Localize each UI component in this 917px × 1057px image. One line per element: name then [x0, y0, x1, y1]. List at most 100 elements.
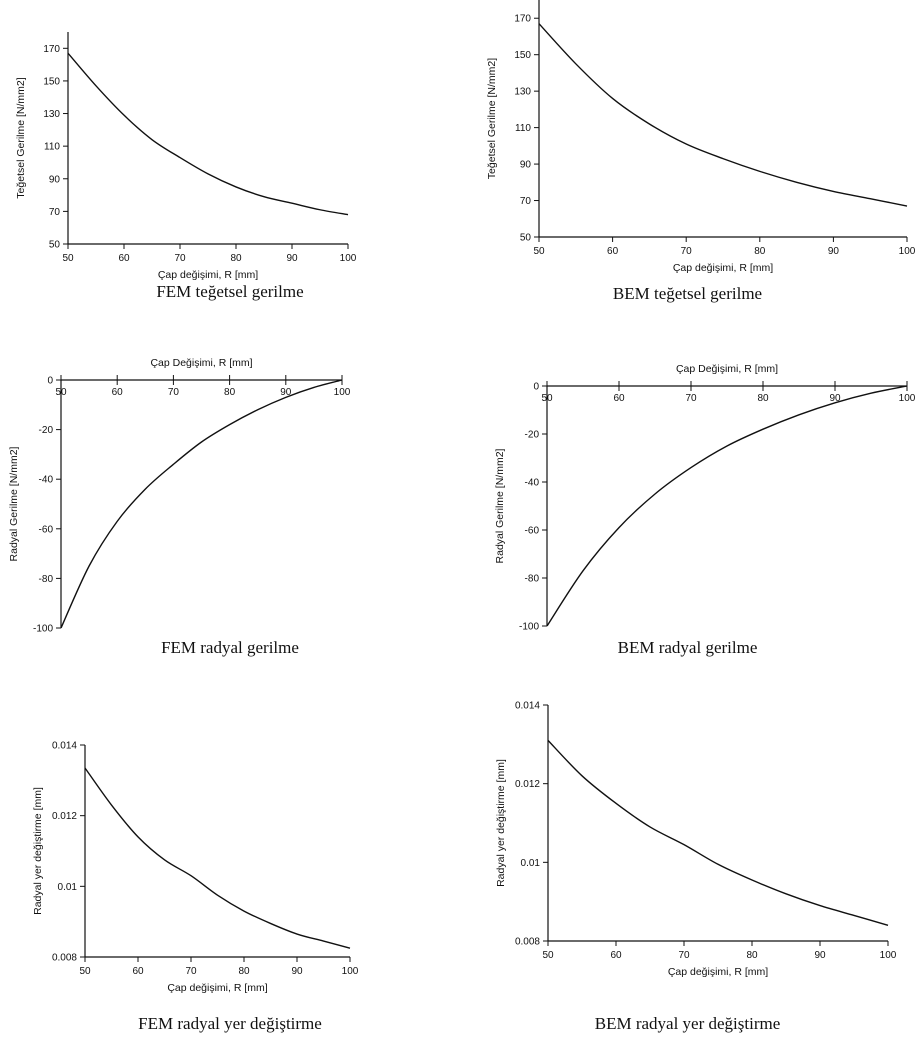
y-tick-label: 90 — [49, 174, 61, 185]
y-tick-label: -80 — [39, 574, 54, 585]
x-tick-label: 80 — [224, 387, 236, 398]
x-tick-label: 80 — [757, 393, 769, 404]
y-tick-label: -60 — [525, 526, 540, 537]
x-tick-label: 80 — [754, 246, 766, 257]
y-tick-label: 50 — [49, 240, 61, 251]
series-line — [84, 767, 351, 949]
x-axis-title: Çap değişimi, R [mm] — [167, 982, 267, 994]
x-tick-label: 90 — [291, 966, 303, 977]
x-tick-label: 70 — [185, 966, 197, 977]
y-axis-title: Radyal yer değiştirme [mm] — [495, 759, 507, 887]
x-tick-label: 60 — [112, 387, 124, 398]
series-line — [60, 379, 343, 629]
chart-caption: BEM radyal gerilme — [617, 638, 758, 657]
x-tick-label: 60 — [607, 246, 619, 257]
series-line — [546, 385, 908, 627]
y-tick-label: 0.012 — [52, 811, 77, 822]
chart-caption: FEM radyal gerilme — [161, 638, 299, 657]
y-tick-label: -100 — [33, 624, 53, 635]
x-axis-title: Çap değişimi, R [mm] — [158, 269, 258, 281]
x-tick-label: 50 — [542, 950, 554, 961]
y-tick-label: -40 — [39, 475, 54, 486]
y-tick-label: -20 — [525, 430, 540, 441]
y-tick-label: 110 — [515, 123, 531, 134]
x-tick-label: 100 — [899, 393, 916, 404]
y-tick-label: 0 — [47, 376, 53, 387]
y-tick-label: -100 — [519, 622, 539, 633]
y-axis-title: Teğetsel Gerilme [N/mm2] — [15, 77, 27, 198]
x-tick-label: 50 — [533, 246, 545, 257]
y-tick-label: 0.008 — [52, 953, 77, 964]
x-tick-label: 50 — [541, 393, 553, 404]
x-tick-label: 50 — [55, 387, 67, 398]
y-tick-label: 0.012 — [515, 779, 540, 790]
x-tick-label: 90 — [828, 246, 840, 257]
y-tick-label: 70 — [520, 196, 532, 207]
chart-caption: FEM radyal yer değiştirme — [138, 1014, 322, 1033]
y-tick-label: 0.014 — [515, 701, 540, 712]
x-tick-label: 60 — [613, 393, 625, 404]
y-tick-label: 90 — [520, 160, 532, 171]
x-tick-label: 100 — [342, 966, 359, 977]
y-tick-label: 130 — [43, 109, 60, 120]
x-tick-label: 60 — [118, 253, 130, 264]
y-axis-title: Teğetsel Gerilme [N/mm2] — [486, 58, 498, 179]
y-tick-label: 130 — [514, 87, 531, 98]
y-tick-label: -40 — [525, 478, 540, 489]
x-tick-label: 80 — [238, 966, 250, 977]
x-tick-label: 100 — [334, 387, 351, 398]
y-tick-label: 170 — [514, 14, 531, 25]
x-tick-label: 60 — [132, 966, 144, 977]
x-tick-label: 90 — [814, 950, 826, 961]
chart-caption: FEM teğetsel gerilme — [156, 282, 304, 301]
y-tick-label: 0.008 — [515, 937, 540, 948]
y-tick-label: 150 — [43, 76, 60, 87]
y-tick-label: 0.01 — [58, 882, 78, 893]
x-tick-label: 90 — [286, 253, 298, 264]
x-tick-label: 90 — [829, 393, 841, 404]
x-tick-label: 50 — [62, 253, 74, 264]
x-axis-title: Çap Değişimi, R [mm] — [150, 357, 252, 369]
y-tick-label: -80 — [525, 574, 540, 585]
y-axis-title: Radyal yer değiştirme [mm] — [32, 787, 44, 915]
y-tick-label: 170 — [43, 44, 60, 55]
chart-caption: BEM radyal yer değiştirme — [594, 1014, 781, 1033]
series-line — [547, 739, 889, 926]
series-line — [67, 52, 349, 216]
x-axis-title: Çap değişimi, R [mm] — [668, 966, 768, 978]
y-tick-label: 150 — [514, 50, 531, 61]
y-tick-label: 110 — [44, 142, 60, 153]
x-tick-label: 70 — [681, 246, 693, 257]
x-tick-label: 50 — [79, 966, 91, 977]
y-tick-label: -60 — [39, 524, 54, 535]
x-tick-label: 70 — [678, 950, 690, 961]
x-tick-label: 70 — [174, 253, 186, 264]
y-tick-label: 0.01 — [521, 858, 541, 869]
y-tick-label: 0 — [533, 382, 539, 393]
x-tick-label: 70 — [685, 393, 697, 404]
x-tick-label: 80 — [230, 253, 242, 264]
y-axis-title: Radyal Gerilme [N/mm2] — [8, 446, 20, 561]
y-tick-label: -20 — [39, 425, 54, 436]
x-tick-label: 100 — [899, 246, 916, 257]
series-line — [538, 23, 908, 207]
x-axis-title: Çap Değişimi, R [mm] — [676, 363, 778, 375]
y-axis-title: Radyal Gerilme [N/mm2] — [494, 448, 506, 563]
y-tick-label: 50 — [520, 233, 532, 244]
x-tick-label: 100 — [880, 950, 897, 961]
chart-caption: BEM teğetsel gerilme — [612, 284, 763, 303]
x-tick-label: 90 — [280, 387, 292, 398]
x-tick-label: 60 — [610, 950, 622, 961]
x-tick-label: 80 — [746, 950, 758, 961]
x-tick-label: 70 — [168, 387, 180, 398]
y-tick-label: 0.014 — [52, 741, 77, 752]
x-tick-label: 100 — [340, 253, 357, 264]
x-axis-title: Çap değişimi, R [mm] — [673, 262, 773, 274]
y-tick-label: 70 — [49, 207, 61, 218]
